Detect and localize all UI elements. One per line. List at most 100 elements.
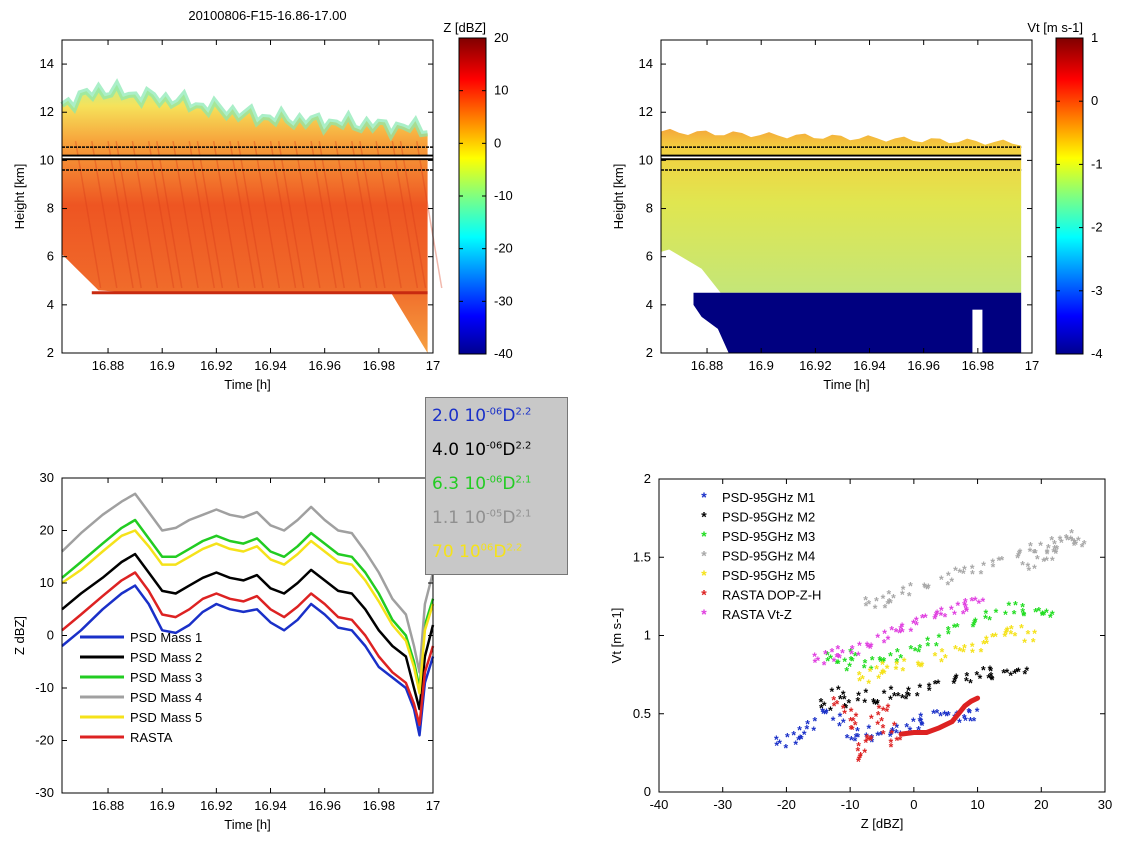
scatter-point: * — [894, 626, 899, 640]
scatter-point: * — [848, 714, 853, 728]
y-tick-label: 30 — [40, 470, 54, 485]
scatter-point: * — [898, 733, 903, 747]
y-axis-label: Z dBZ] — [12, 616, 27, 655]
scatter-point: * — [866, 733, 871, 747]
scatter-point: * — [911, 715, 916, 729]
scatter-point: * — [975, 705, 980, 719]
scatter-point: * — [855, 730, 860, 744]
scatter-point: * — [933, 677, 938, 691]
panel-vt-vs-z-scatter: ** ** **** ******* ****** * ****** *** * **** ****… — [609, 471, 1112, 831]
scatter-point: * — [870, 736, 875, 750]
scatter-point: * — [785, 731, 790, 745]
coefficient-value: 1.1 10 — [432, 508, 487, 528]
series-line — [61, 492, 435, 674]
scatter-point: * — [835, 698, 840, 712]
scatter-point: * — [949, 603, 954, 617]
y-axis-label: Height [km] — [12, 164, 27, 230]
scatter-point: * — [923, 582, 928, 596]
y-tick-label: 14 — [639, 56, 653, 71]
scatter-point: * — [1082, 537, 1087, 551]
scatter-point: * — [879, 668, 884, 682]
scatter-point: * — [895, 734, 900, 748]
scatter-point: * — [862, 696, 867, 710]
x-tick-label: 16.9 — [150, 798, 175, 813]
scatter-point: * — [1046, 542, 1051, 556]
scatter-point: * — [1007, 599, 1012, 613]
legend-marker: * — [701, 606, 707, 622]
reflectivity-streak — [269, 140, 297, 289]
scatter-point: * — [802, 728, 807, 742]
reflectivity-streak — [318, 140, 346, 289]
scatter-point: * — [1020, 558, 1025, 572]
scatter-point: * — [837, 719, 842, 733]
diameter-exponent: 2.1 — [515, 474, 532, 486]
x-tick-label: 30 — [1098, 797, 1112, 812]
legend-label: PSD-95GHz M4 — [722, 549, 815, 564]
scatter-point: * — [843, 701, 848, 715]
scatter-point: * — [862, 661, 867, 675]
y-tick-label: 1 — [644, 628, 651, 643]
scatter-point: * — [836, 683, 841, 697]
scatter-point: * — [1040, 609, 1045, 623]
x-tick-label: 16.98 — [363, 798, 396, 813]
scatter-point: * — [1045, 546, 1050, 560]
scatter-point: * — [797, 724, 802, 738]
scatter-point: * — [967, 706, 972, 720]
scatter-point: * — [838, 693, 843, 707]
scatter-point: * — [1058, 533, 1063, 547]
scatter-point: * — [918, 681, 923, 695]
colorbar-tick-label: -20 — [494, 241, 513, 256]
scatter-point: * — [824, 706, 829, 720]
scatter-point: * — [822, 699, 827, 713]
scatter-point: * — [973, 615, 978, 629]
scatter-point: * — [1065, 533, 1070, 547]
y-tick-label: 20 — [40, 523, 54, 538]
scatter-point: * — [799, 733, 804, 747]
scatter-point: * — [889, 726, 894, 740]
coefficient-legend-box: 2.0 10-06D2.2 4.0 10-06D2.2 6.3 10-06D2.1 1… — [425, 397, 568, 575]
x-tick-label: 16.96 — [907, 358, 940, 373]
scatter-point: * — [871, 696, 876, 710]
scatter-point: * — [869, 733, 874, 747]
scatter-point: * — [953, 642, 958, 656]
series-line — [61, 552, 435, 711]
scatter-point: * — [882, 627, 887, 641]
reflectivity-streak — [237, 140, 264, 289]
scatter-point: * — [845, 732, 850, 746]
legend-label: RASTA DOP-Z-H — [722, 588, 821, 603]
scatter-point: * — [973, 594, 978, 608]
x-tick-label: -10 — [841, 797, 860, 812]
scatter-point: * — [850, 642, 855, 656]
scatter-point: * — [863, 656, 868, 670]
scatter-point: * — [849, 734, 854, 748]
series-line — [898, 695, 981, 737]
scatter-point: * — [918, 710, 923, 724]
scatter-point: * — [1001, 666, 1006, 680]
scatter-point: * — [831, 714, 836, 728]
cloud-top-edge — [60, 78, 428, 142]
reflectivity-streak — [74, 140, 102, 289]
scatter-point: * — [854, 710, 859, 724]
reflectivity-streak — [107, 140, 134, 289]
scatter-point: * — [975, 669, 980, 683]
scatter-point: * — [1015, 552, 1020, 566]
scatter-point: * — [896, 689, 901, 703]
scatter-point: * — [856, 755, 861, 769]
scatter-point: * — [946, 569, 951, 583]
scatter-point: * — [1028, 545, 1033, 559]
scatter-point: * — [949, 575, 954, 589]
scatter-point: * — [990, 674, 995, 688]
scatter-point: * — [862, 746, 867, 760]
scatter-point: * — [914, 614, 919, 628]
legend-label: PSD Mass 1 — [130, 630, 202, 645]
scatter-point: * — [990, 556, 995, 570]
scatter-point: * — [1042, 609, 1047, 623]
scatter-point: * — [883, 602, 888, 616]
scatter-point: * — [900, 691, 905, 705]
scatter-point: * — [900, 626, 905, 640]
scatter-point: * — [944, 709, 949, 723]
scatter-point: * — [881, 704, 886, 718]
scatter-point: * — [1031, 636, 1036, 650]
scatter-point: * — [1003, 628, 1008, 642]
scatter-point: * — [885, 662, 890, 676]
